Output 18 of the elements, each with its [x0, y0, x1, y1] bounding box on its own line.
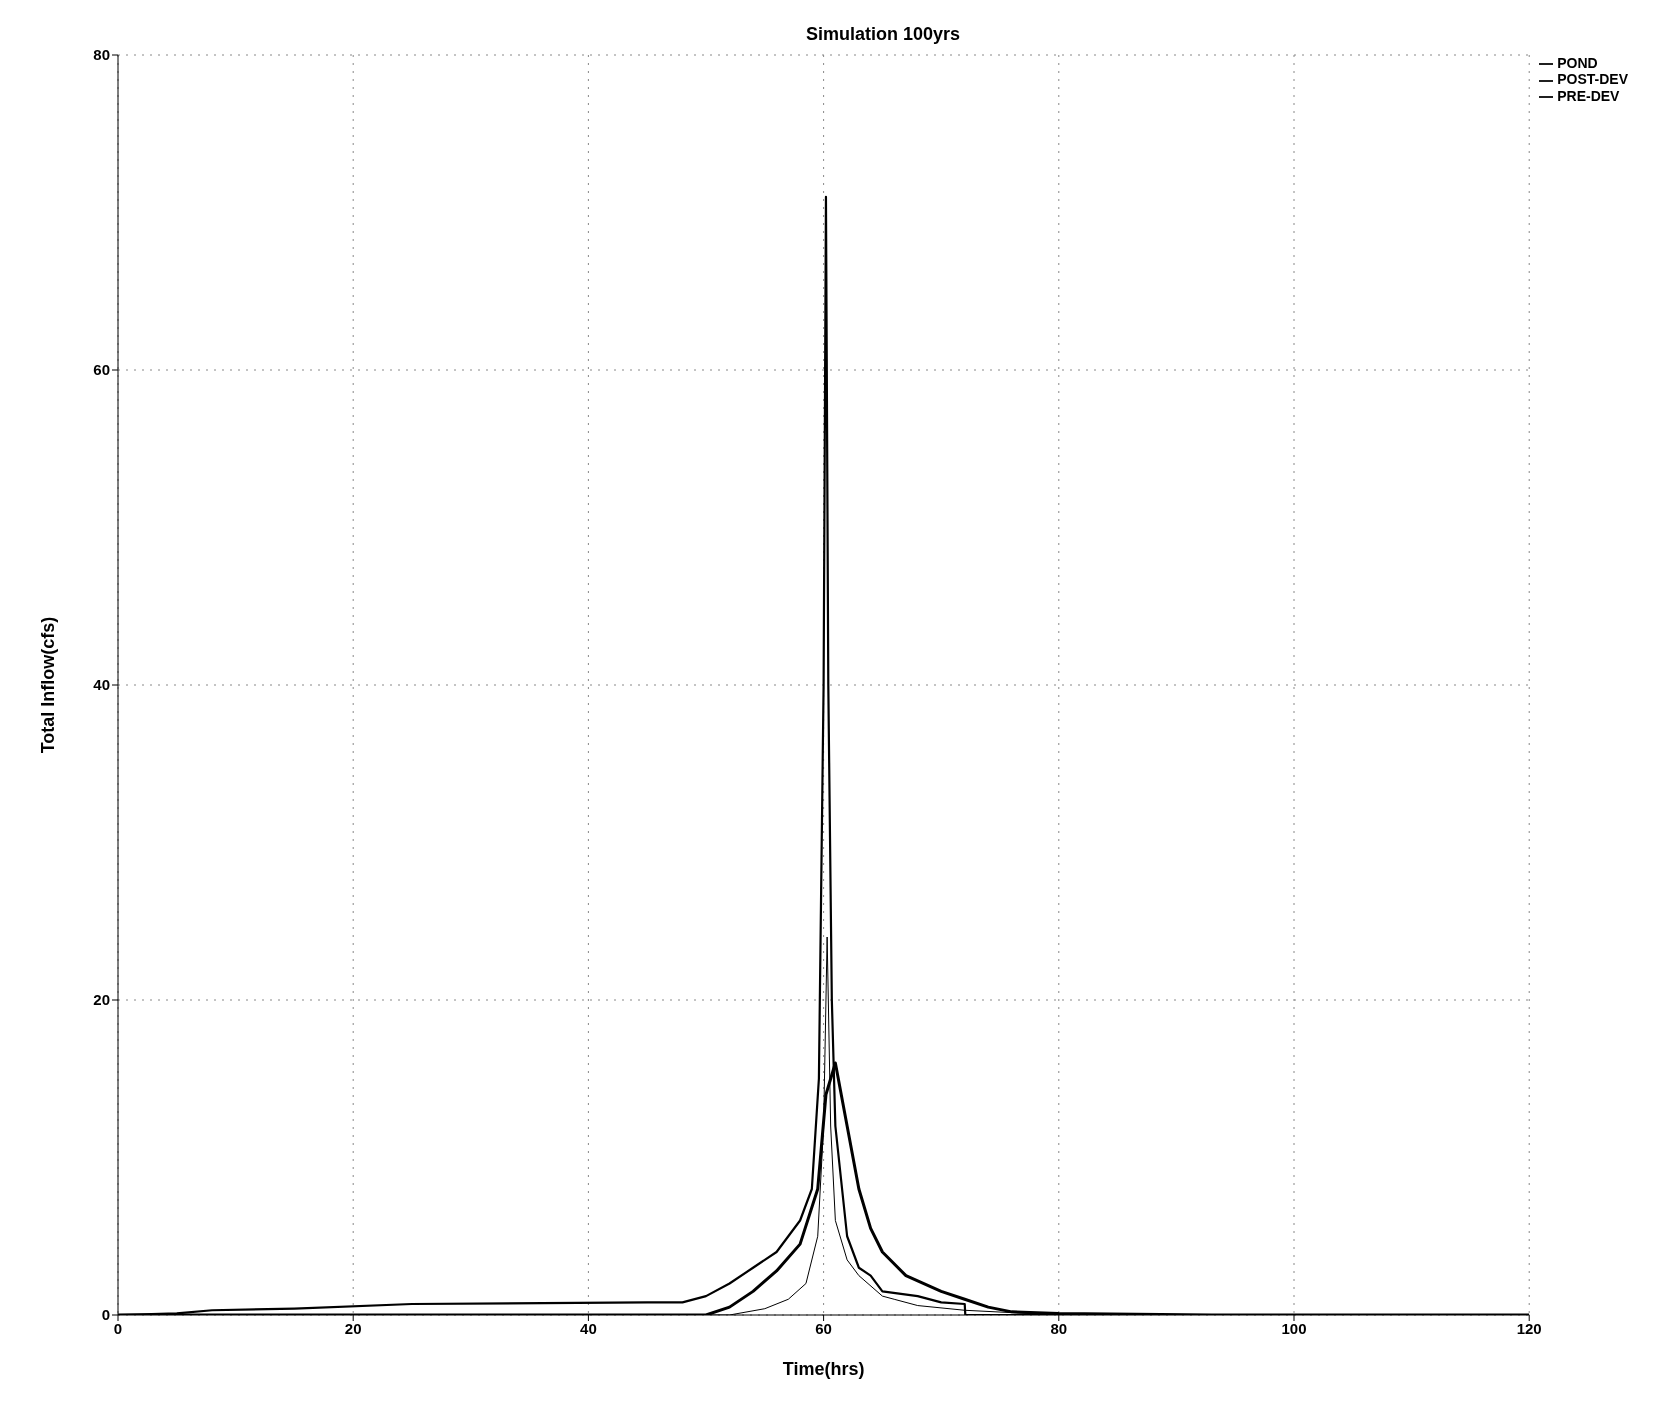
x-tick-label: 100 [1281, 1319, 1307, 1337]
y-tick-label: 40 [93, 676, 110, 694]
y-tick-label: 20 [93, 991, 110, 1009]
legend-label: POND [1557, 55, 1598, 71]
x-tick-label: 120 [1516, 1319, 1542, 1337]
x-tick-label: 20 [344, 1319, 362, 1337]
y-tick-label: 0 [101, 1306, 110, 1324]
y-axis-title: Total Inflow(cfs) [38, 616, 59, 754]
legend-label: PRE-DEV [1557, 87, 1620, 104]
chart-title: Simulation 100yrs [804, 23, 962, 45]
x-tick-label: 0 [113, 1319, 123, 1337]
x-tick-label: 60 [815, 1319, 832, 1337]
x-tick-label: 80 [1050, 1319, 1068, 1337]
y-tick-label: 60 [93, 361, 110, 379]
x-tick-label: 40 [580, 1319, 597, 1337]
y-tick-label: 80 [93, 46, 110, 64]
legend-label: POST-DEV [1557, 71, 1628, 88]
x-axis-title: Time(hrs) [782, 1359, 865, 1379]
